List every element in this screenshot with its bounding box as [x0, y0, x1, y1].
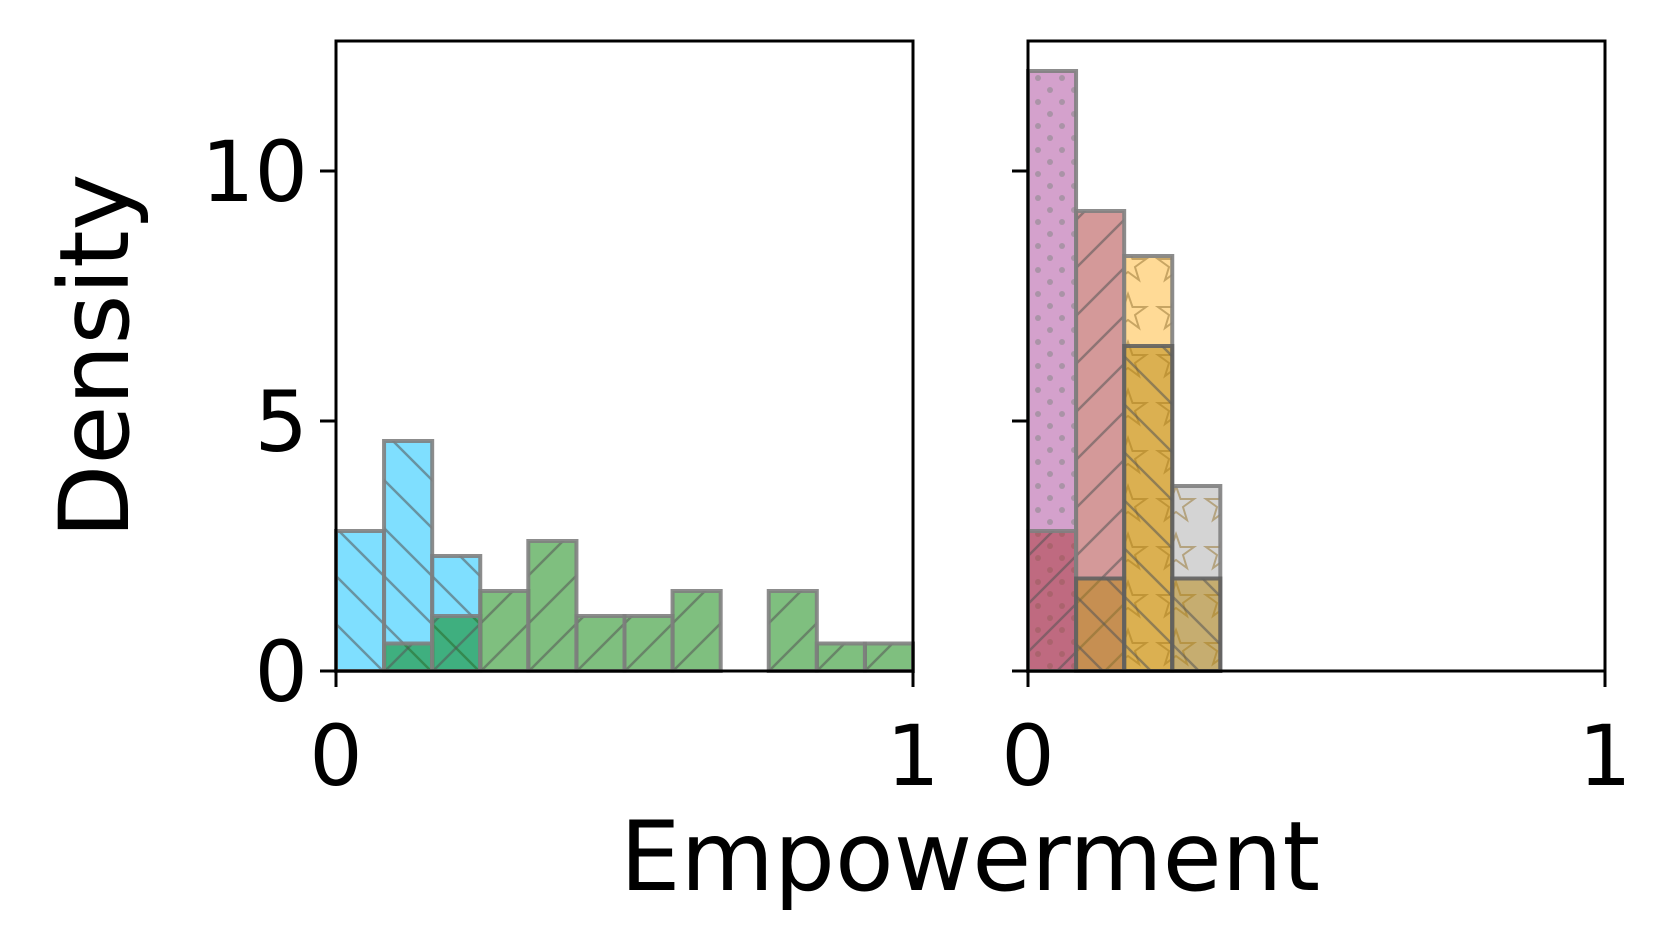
histogram-bar-p0-s1-4 [574, 614, 627, 673]
histogram-bar-p0-s1-5 [622, 614, 675, 673]
histogram-bar-p0-s1-1 [430, 614, 483, 673]
histogram-bar-p0-s1-9 [862, 641, 916, 673]
right-plot-frame [1026, 39, 1607, 673]
histogram-bar-p0-s1-3 [526, 539, 579, 673]
right-histogram-bars [1026, 69, 1223, 673]
y-tick-label-2: 10 [201, 123, 308, 221]
histogram-bar-p1-s4-1 [1122, 344, 1175, 673]
histogram-bar-p0-s1-8 [814, 641, 867, 673]
y-tick-label-1: 5 [255, 373, 308, 471]
histogram-bar-p0-s1-6 [670, 589, 723, 673]
x-axis-title: Empowerment [620, 801, 1320, 913]
y-axis-title: Density [39, 174, 151, 539]
histogram-bar-p0-s0-0 [334, 529, 387, 673]
histogram-bar-p1-s4-0 [1074, 576, 1127, 673]
x-tick-label-p1-0: 0 [1001, 707, 1054, 805]
histogram-bar-p1-s1-0 [1026, 529, 1079, 673]
x-tick-label-p0-0: 0 [309, 707, 362, 805]
left-plot-frame [334, 39, 915, 673]
x-tick-label-p0-1: 1 [886, 707, 939, 805]
x-tick-label-p1-1: 1 [1578, 707, 1631, 805]
y-tick-label-0: 0 [255, 623, 308, 721]
histogram-bar-p1-s4-2 [1170, 576, 1223, 673]
histogram-bar-p0-s1-7 [766, 589, 819, 673]
histogram-bar-p0-s0-1 [382, 439, 435, 673]
left-histogram-bars [334, 439, 916, 673]
histogram-bar-p0-s1-0 [382, 641, 435, 673]
histogram-bar-p0-s1-2 [478, 589, 531, 673]
